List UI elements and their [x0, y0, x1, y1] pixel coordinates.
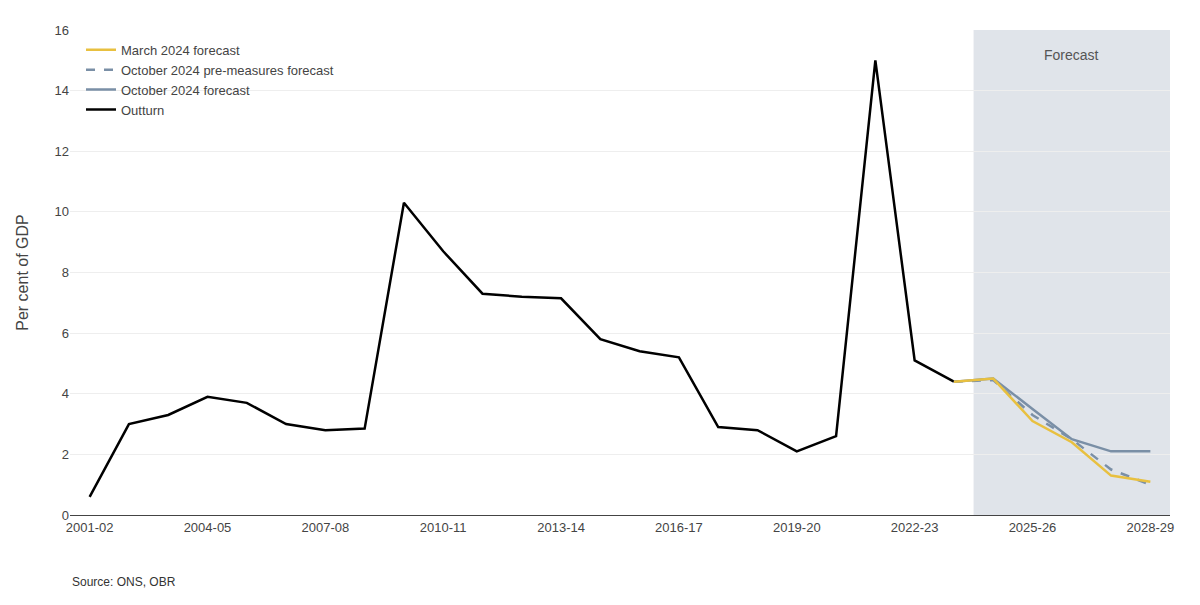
svg-text:0: 0: [62, 508, 69, 523]
svg-text:12: 12: [55, 144, 69, 159]
svg-text:10: 10: [55, 204, 69, 219]
svg-text:6: 6: [62, 326, 69, 341]
svg-text:2: 2: [62, 447, 69, 462]
svg-text:Source: ONS, OBR: Source: ONS, OBR: [72, 575, 176, 589]
svg-text:2007-08: 2007-08: [302, 520, 350, 535]
svg-text:2028-29: 2028-29: [1127, 520, 1175, 535]
svg-text:Outturn: Outturn: [121, 103, 164, 118]
svg-text:16: 16: [55, 23, 69, 38]
svg-text:2016-17: 2016-17: [655, 520, 703, 535]
svg-text:2004-05: 2004-05: [184, 520, 232, 535]
svg-text:2022-23: 2022-23: [891, 520, 939, 535]
svg-text:Forecast: Forecast: [1044, 47, 1099, 63]
svg-text:2019-20: 2019-20: [773, 520, 821, 535]
svg-text:October 2024 pre-measures fore: October 2024 pre-measures forecast: [121, 63, 334, 78]
svg-text:8: 8: [62, 265, 69, 280]
svg-text:4: 4: [62, 386, 69, 401]
svg-text:2025-26: 2025-26: [1009, 520, 1057, 535]
svg-text:March 2024 forecast: March 2024 forecast: [121, 43, 240, 58]
svg-text:2001-02: 2001-02: [66, 520, 114, 535]
svg-text:14: 14: [55, 83, 69, 98]
svg-text:October 2024 forecast: October 2024 forecast: [121, 83, 250, 98]
svg-text:2013-14: 2013-14: [537, 520, 585, 535]
svg-text:2010-11: 2010-11: [420, 520, 467, 535]
svg-text:Per cent of GDP: Per cent of GDP: [14, 214, 31, 331]
